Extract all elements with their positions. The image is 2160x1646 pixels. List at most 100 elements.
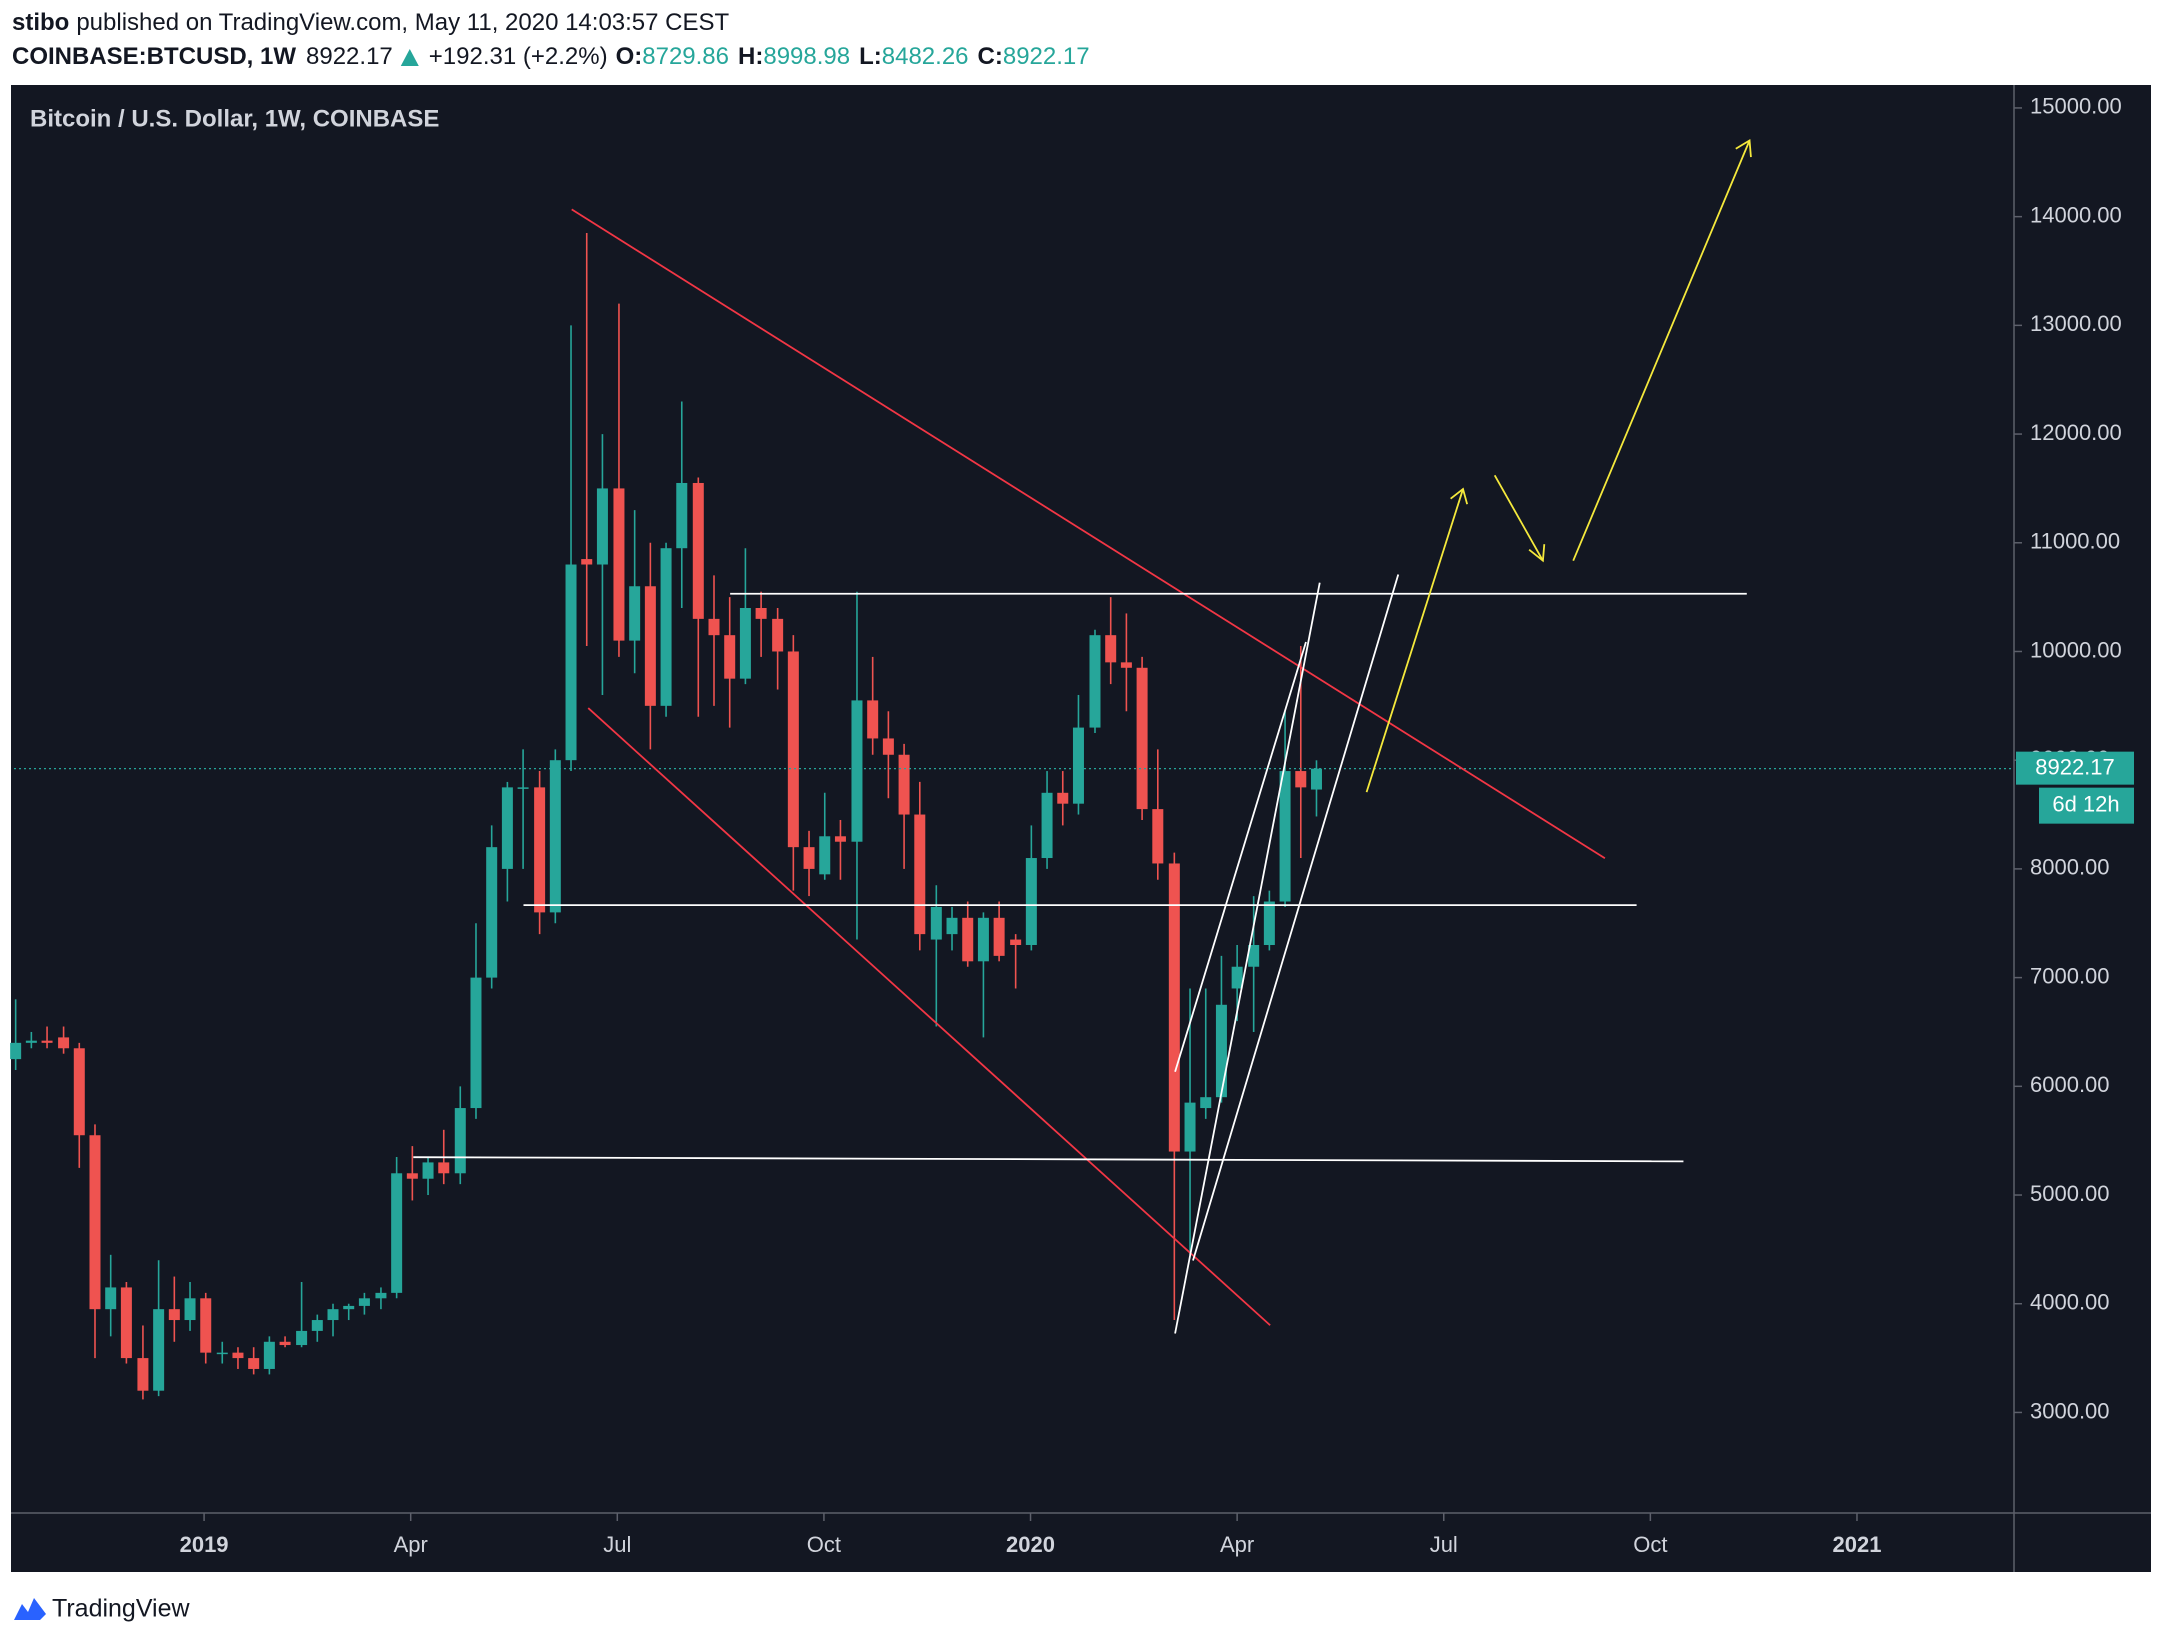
x-tick-label: Jul bbox=[1430, 1532, 1458, 1557]
candle-body bbox=[486, 847, 498, 978]
candle-body bbox=[1152, 809, 1164, 864]
candle-body bbox=[168, 1309, 180, 1321]
candle-body bbox=[327, 1309, 339, 1321]
candle-body bbox=[375, 1292, 387, 1299]
quote-line: COINBASE:BTCUSD, 1W 8922.17 +192.31 (+2.2%… bbox=[12, 43, 1090, 70]
candle-body bbox=[755, 607, 767, 619]
x-tick-label: Oct bbox=[807, 1532, 841, 1557]
candle-body bbox=[311, 1320, 323, 1331]
ohlc-label: C: bbox=[978, 43, 1003, 70]
candle-body bbox=[153, 1309, 165, 1391]
change: +192.31 (+2.2%) bbox=[429, 43, 608, 70]
y-tick-label: 12000.00 bbox=[2030, 420, 2122, 445]
arrowhead bbox=[1450, 487, 1469, 505]
author: stibo bbox=[12, 9, 69, 36]
candle-body bbox=[660, 548, 672, 706]
candle-body bbox=[10, 1042, 22, 1060]
candle-body bbox=[676, 482, 688, 549]
candle-body bbox=[1041, 792, 1053, 859]
candle-body bbox=[1010, 939, 1022, 945]
price-label: 8922.17 bbox=[2035, 754, 2115, 779]
brand: TradingView bbox=[52, 1595, 191, 1623]
candle-body bbox=[406, 1173, 418, 1179]
candle-body bbox=[105, 1287, 117, 1310]
countdown-box bbox=[2039, 787, 2134, 824]
candle-body bbox=[501, 787, 513, 869]
candle-body bbox=[1105, 635, 1117, 663]
candle-body bbox=[89, 1135, 101, 1310]
candle-body bbox=[137, 1358, 149, 1391]
candle-body bbox=[438, 1162, 450, 1174]
candle-body bbox=[1310, 768, 1322, 790]
y-tick-label: 4000.00 bbox=[2030, 1290, 2110, 1315]
candle-body bbox=[724, 635, 736, 679]
candle-body bbox=[565, 564, 577, 761]
candle-body bbox=[279, 1341, 291, 1346]
x-tick-label: 2019 bbox=[180, 1532, 229, 1557]
y-tick-label: 5000.00 bbox=[2030, 1181, 2110, 1206]
candle-body bbox=[232, 1352, 244, 1359]
candle-body bbox=[930, 906, 942, 940]
candle-body bbox=[708, 618, 720, 636]
candle-body bbox=[914, 814, 926, 935]
candle-body bbox=[184, 1298, 196, 1321]
candle-body bbox=[216, 1352, 228, 1355]
channel-line bbox=[1174, 582, 1321, 1334]
ohlc-value: 8729.86 bbox=[642, 43, 729, 70]
candle-body bbox=[454, 1108, 466, 1174]
candle-body bbox=[1136, 667, 1148, 810]
x-tick-label: Apr bbox=[1220, 1532, 1254, 1557]
candle-body bbox=[391, 1173, 403, 1293]
candle-body bbox=[248, 1358, 260, 1369]
x-tick-label: Oct bbox=[1633, 1532, 1667, 1557]
candle-body bbox=[517, 787, 529, 789]
y-tick-label: 6000.00 bbox=[2030, 1072, 2110, 1097]
trendline bbox=[571, 208, 1606, 860]
candle-body bbox=[946, 917, 958, 935]
candle-body bbox=[1215, 1004, 1227, 1098]
candle-body bbox=[692, 482, 704, 619]
candle-body bbox=[1072, 727, 1084, 804]
x-tick-label: Jul bbox=[603, 1532, 631, 1557]
candle-body bbox=[296, 1330, 308, 1346]
candle-body bbox=[851, 700, 863, 842]
y-tick-label: 11000.00 bbox=[2030, 529, 2120, 554]
candle-body bbox=[867, 700, 879, 739]
candle-body bbox=[962, 917, 974, 962]
candle-body bbox=[358, 1298, 370, 1306]
candle-body bbox=[58, 1037, 70, 1049]
chart-title: Bitcoin / U.S. Dollar, 1W, COINBASE bbox=[30, 105, 439, 132]
candle-body bbox=[1168, 863, 1180, 1152]
candle-body bbox=[882, 738, 894, 755]
price-box bbox=[2016, 751, 2134, 785]
candle-body bbox=[629, 586, 641, 641]
y-tick-label: 10000.00 bbox=[2030, 637, 2122, 662]
ohlc-value: 8482.26 bbox=[882, 43, 969, 70]
candle-body bbox=[470, 977, 482, 1109]
candle-body bbox=[803, 847, 815, 869]
up-triangle bbox=[400, 49, 419, 66]
last-price: 8922.17 bbox=[306, 43, 393, 70]
level-line bbox=[413, 1156, 1684, 1163]
candle-body bbox=[422, 1162, 434, 1179]
y-tick-label: 8000.00 bbox=[2030, 855, 2110, 880]
ohlc-value: 8922.17 bbox=[1003, 43, 1090, 70]
candle-body bbox=[1200, 1097, 1212, 1109]
candle-body bbox=[343, 1305, 355, 1310]
arrow bbox=[1572, 140, 1751, 562]
y-tick-label: 15000.00 bbox=[2030, 94, 2122, 119]
publish-info: published on TradingView.com, May 11, 20… bbox=[76, 9, 729, 36]
candle-body bbox=[1295, 771, 1307, 788]
candle-body bbox=[1279, 771, 1291, 902]
candle-body bbox=[772, 618, 784, 652]
candle-body bbox=[1120, 662, 1132, 668]
x-tick-label: Apr bbox=[394, 1532, 428, 1557]
candle-body bbox=[263, 1341, 275, 1369]
candle-body bbox=[1184, 1102, 1196, 1152]
y-tick-label: 14000.00 bbox=[2030, 202, 2122, 227]
y-tick-label: 3000.00 bbox=[2030, 1398, 2110, 1423]
countdown-label: 6d 12h bbox=[2052, 791, 2119, 816]
arrowhead bbox=[1528, 544, 1546, 563]
